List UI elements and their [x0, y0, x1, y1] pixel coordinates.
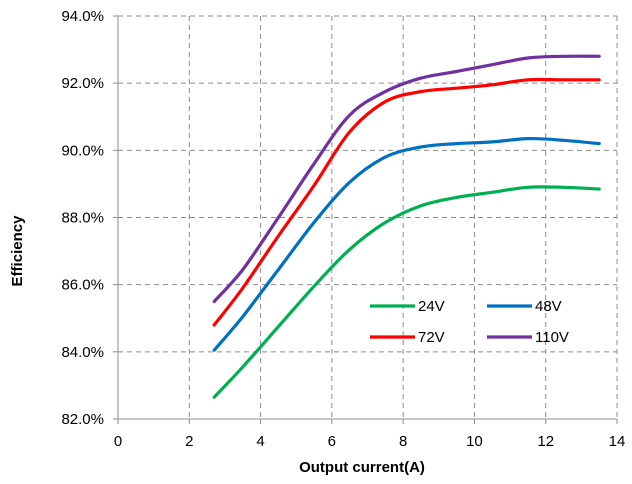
y-tick-label: 90.0% [61, 142, 104, 159]
x-tick-label: 8 [399, 433, 407, 450]
series-line-48v [212, 136, 601, 352]
y-tick-label: 92.0% [61, 75, 104, 92]
x-tick-label: 4 [256, 433, 264, 450]
legend-item-72v: 72V [370, 329, 445, 346]
axes [113, 15, 618, 424]
legend-item-24v: 24V [370, 298, 445, 315]
y-tick-label: 82.0% [61, 411, 104, 428]
y-tick-label: 94.0% [61, 8, 104, 25]
legend: 24V 48V 72V 110V [370, 298, 569, 346]
x-tick-label: 0 [114, 433, 122, 450]
legend-label: 72V [418, 329, 445, 346]
x-tick-label: 14 [609, 433, 626, 450]
legend-label: 48V [535, 298, 562, 315]
series-line-110v [212, 54, 601, 304]
series-line-24v [212, 185, 601, 399]
legend-item-110v: 110V [487, 329, 569, 346]
x-tick-labels: 0 2 4 6 8 10 12 14 [114, 433, 626, 450]
x-tick-label: 2 [185, 433, 193, 450]
y-tick-label: 88.0% [61, 210, 104, 227]
legend-label: 110V [535, 329, 569, 346]
y-tick-label: 84.0% [61, 344, 104, 361]
x-tick-label: 12 [537, 433, 554, 450]
legend-label: 24V [418, 298, 445, 315]
x-tick-label: 6 [328, 433, 336, 450]
series-lines [212, 54, 601, 399]
legend-item-48v: 48V [487, 298, 562, 315]
y-tick-labels: 82.0% 84.0% 86.0% 88.0% 90.0% 92.0% 94.0% [61, 8, 104, 428]
series-line-72v [212, 77, 601, 327]
x-axis-label: Output current(A) [299, 459, 425, 476]
grid [118, 15, 618, 419]
y-axis-label: Efficiency [9, 215, 26, 287]
x-tick-label: 10 [466, 433, 483, 450]
y-tick-label: 86.0% [61, 277, 104, 294]
